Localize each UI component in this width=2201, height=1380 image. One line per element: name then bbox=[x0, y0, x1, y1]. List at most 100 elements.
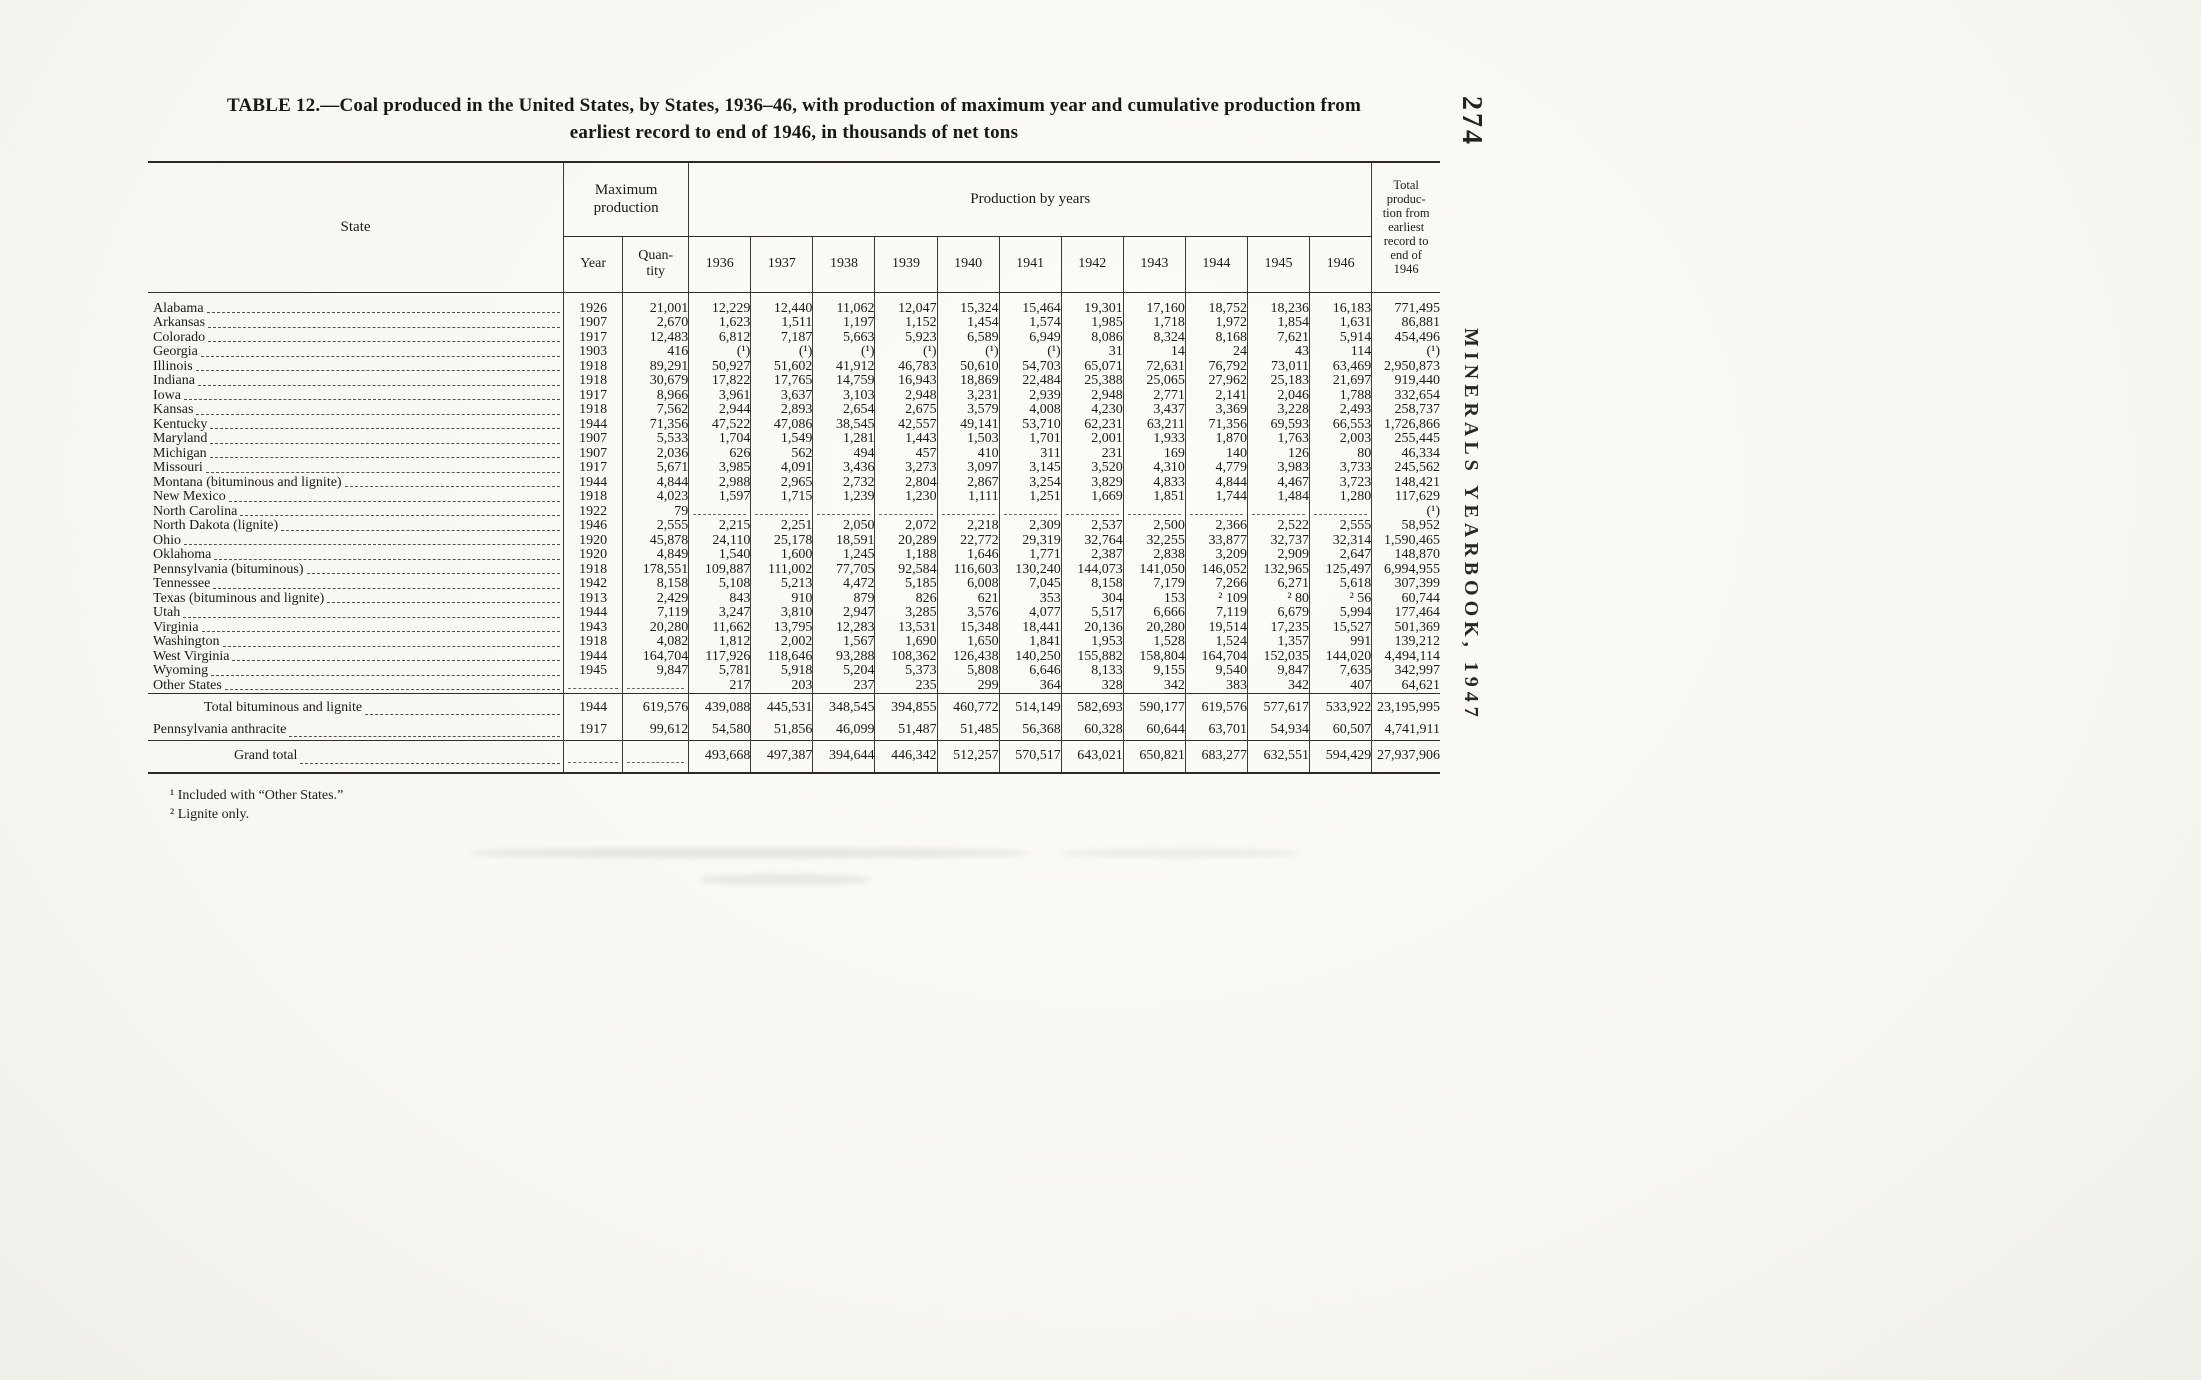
empty-dash-leader bbox=[693, 514, 747, 515]
dotted-leader bbox=[210, 418, 561, 429]
max-year-cell: 1917 bbox=[563, 460, 623, 476]
max-year-cell: 1920 bbox=[563, 547, 623, 563]
value-1942: 2,001 bbox=[1060, 431, 1124, 447]
value-1945: 2,522 bbox=[1246, 518, 1310, 534]
total-production-cell: 258,737 bbox=[1371, 402, 1440, 418]
dotted-leader bbox=[228, 491, 561, 502]
value-1937: 3,637 bbox=[750, 388, 813, 403]
value-1943: 9,155 bbox=[1122, 663, 1186, 679]
header-year-1939: 1939 bbox=[874, 236, 938, 293]
value-1938: 1,197 bbox=[812, 315, 875, 331]
dotted-leader bbox=[208, 331, 561, 342]
dotted-leader bbox=[205, 462, 561, 473]
value-1936: 1,704 bbox=[688, 431, 751, 447]
value-1944: 19,514 bbox=[1184, 620, 1248, 635]
value-1942: 2,948 bbox=[1060, 388, 1124, 403]
state-row: Utah 1944 7,119 3,247 3,810 2,947 3,285 3,576 4,… bbox=[148, 605, 1440, 621]
value-1942: 8,086 bbox=[1060, 330, 1124, 345]
max-quantity-cell: 164,704 bbox=[622, 649, 689, 664]
state-name: Kentucky bbox=[153, 416, 208, 432]
total-production-cell: 332,654 bbox=[1371, 388, 1440, 403]
dotted-leader bbox=[196, 404, 561, 415]
value-1940: 1,454 bbox=[936, 315, 1000, 331]
value-1943: 141,050 bbox=[1122, 562, 1186, 577]
value-1939: 3,285 bbox=[874, 605, 938, 621]
value-1944: 2,366 bbox=[1184, 518, 1248, 534]
value-1936: 12,229 bbox=[688, 292, 751, 316]
value-1942: 3,520 bbox=[1060, 460, 1124, 476]
value-1943: 4,310 bbox=[1122, 460, 1186, 476]
value-1938: 2,654 bbox=[812, 402, 875, 418]
value-1944: 140 bbox=[1184, 446, 1248, 461]
value-1938: 348,545 bbox=[812, 693, 875, 718]
value-1940: 116,603 bbox=[936, 562, 1000, 577]
value-1943: 2,500 bbox=[1122, 518, 1186, 534]
value-1943: 342 bbox=[1122, 678, 1186, 694]
state-row: Kansas 1918 7,562 2,944 2,893 2,654 2,675 3,579… bbox=[148, 402, 1440, 418]
value-1937: 203 bbox=[750, 678, 813, 694]
value-1944: 383 bbox=[1184, 678, 1248, 694]
value-1938: 12,283 bbox=[812, 620, 875, 635]
max-quantity-cell: 89,291 bbox=[622, 359, 689, 374]
dotted-leader bbox=[289, 726, 561, 737]
value-1945: 1,763 bbox=[1246, 431, 1310, 447]
value-1944: 146,052 bbox=[1184, 562, 1248, 577]
value-1939: 1,443 bbox=[874, 431, 938, 447]
value-1941: 311 bbox=[998, 446, 1062, 461]
value-1938 bbox=[812, 504, 875, 519]
value-1938: 237 bbox=[812, 678, 875, 694]
state-cell: Indiana bbox=[148, 373, 564, 389]
value-1942: 1,953 bbox=[1060, 634, 1124, 650]
grand-total-row: Grand total 493,668 497,387 394,644 446,342 5… bbox=[148, 739, 1440, 773]
header-year-1936: 1936 bbox=[688, 236, 751, 293]
state-cell: Colorado bbox=[148, 330, 564, 346]
state-row: West Virginia 1944 164,704 117,926 118,646 93… bbox=[148, 649, 1440, 664]
value-1946: 533,922 bbox=[1309, 693, 1372, 718]
value-1936: 47,522 bbox=[688, 417, 751, 432]
dotted-leader bbox=[197, 375, 561, 386]
empty-dash-leader bbox=[1189, 514, 1243, 515]
total-production-cell: 2,950,873 bbox=[1371, 359, 1440, 374]
value-1946: 1,788 bbox=[1309, 388, 1372, 403]
value-1942: 2,537 bbox=[1060, 518, 1124, 534]
value-1940: 3,097 bbox=[936, 460, 1000, 476]
value-1946: 144,020 bbox=[1309, 649, 1372, 664]
value-1941: 3,254 bbox=[998, 475, 1062, 490]
dotted-leader bbox=[195, 360, 561, 371]
state-cell: New Mexico bbox=[148, 489, 564, 505]
value-1944: 7,119 bbox=[1184, 605, 1248, 621]
value-1944: 3,369 bbox=[1184, 402, 1248, 418]
max-quantity-cell: 4,082 bbox=[622, 634, 689, 650]
value-1943: 1,528 bbox=[1122, 634, 1186, 650]
value-1942: 1,985 bbox=[1060, 315, 1124, 331]
state-cell: Arkansas bbox=[148, 315, 564, 331]
dotted-leader bbox=[208, 317, 561, 328]
value-1942: 60,328 bbox=[1060, 718, 1124, 740]
max-quantity-cell: 5,533 bbox=[622, 431, 689, 447]
value-1943: 590,177 bbox=[1122, 693, 1186, 718]
value-1936 bbox=[688, 504, 751, 519]
dotted-leader bbox=[222, 636, 561, 647]
value-1941: 130,240 bbox=[998, 562, 1062, 577]
state-cell: Pennsylvania anthracite bbox=[148, 718, 564, 740]
value-1937: 25,178 bbox=[750, 533, 813, 548]
max-quantity-cell: 619,576 bbox=[622, 693, 689, 718]
state-cell: Michigan bbox=[148, 446, 564, 462]
max-quantity-cell: 71,356 bbox=[622, 417, 689, 432]
value-1936: 5,108 bbox=[688, 576, 751, 592]
state-row: Arkansas 1907 2,670 1,623 1,511 1,197 1,152 1,4… bbox=[148, 315, 1440, 331]
value-1937: 118,646 bbox=[750, 649, 813, 664]
value-1937: (¹) bbox=[750, 344, 813, 360]
total-production-cell: 4,494,114 bbox=[1371, 649, 1440, 664]
value-1936: 2,215 bbox=[688, 518, 751, 534]
value-1946: 63,469 bbox=[1309, 359, 1372, 374]
value-1939: 5,185 bbox=[874, 576, 938, 592]
dotted-leader bbox=[240, 505, 561, 516]
value-1940: 18,869 bbox=[936, 373, 1000, 389]
state-cell: Montana (bituminous and lignite) bbox=[148, 475, 564, 491]
state-row: Ohio 1920 45,878 24,110 25,178 18,591 20,289 22… bbox=[148, 533, 1440, 548]
value-1945: 132,965 bbox=[1246, 562, 1310, 577]
state-name: Texas (bituminous and lignite) bbox=[153, 590, 325, 606]
value-1938: 1,281 bbox=[812, 431, 875, 447]
state-name: Indiana bbox=[153, 373, 195, 388]
